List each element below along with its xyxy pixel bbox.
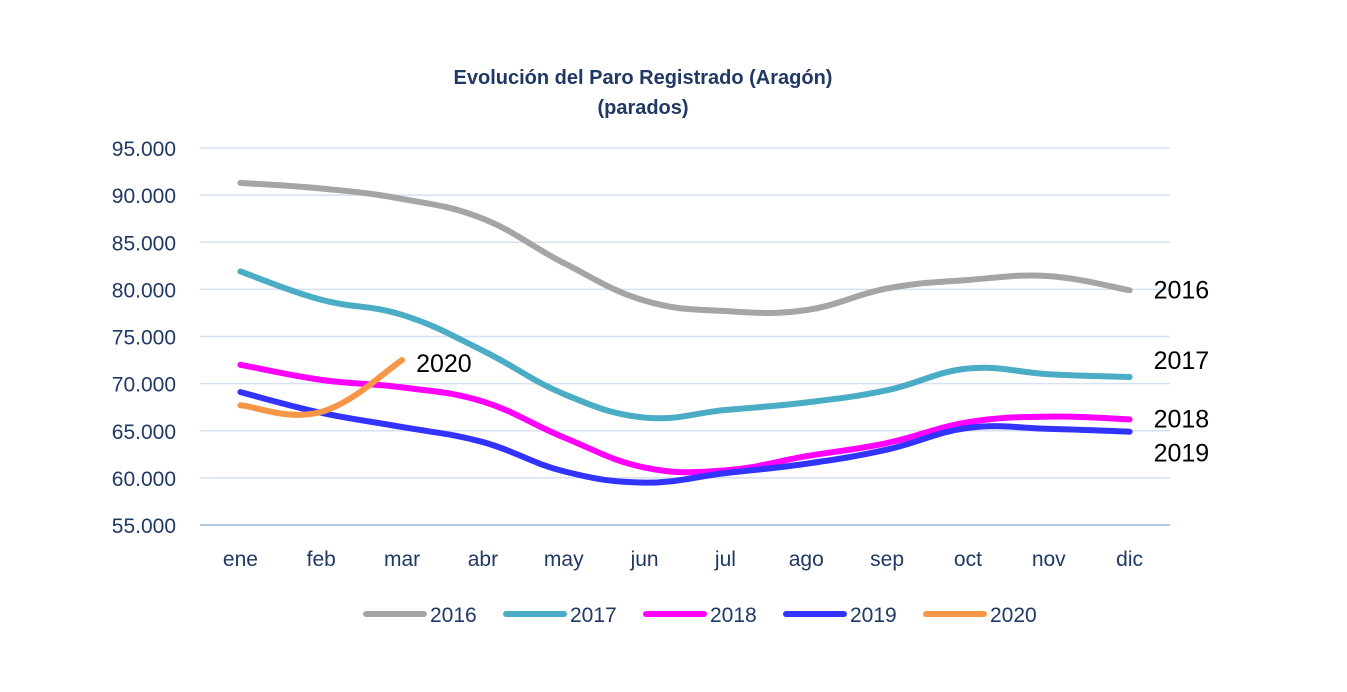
x-tick-label: ago bbox=[789, 548, 824, 571]
y-tick-label: 70.000 bbox=[112, 374, 176, 397]
y-tick-label: 75.000 bbox=[112, 327, 176, 350]
x-tick-label: sep bbox=[870, 548, 904, 571]
x-tick-label: ene bbox=[223, 548, 258, 571]
end-label-2017: 2017 bbox=[1154, 347, 1210, 375]
end-label-2020: 2020 bbox=[416, 350, 472, 378]
y-tick-label: 80.000 bbox=[112, 279, 176, 302]
y-tick-label: 55.000 bbox=[112, 515, 176, 538]
x-tick-label: may bbox=[544, 548, 584, 571]
legend-label-2019: 2019 bbox=[850, 604, 897, 627]
x-tick-label: feb bbox=[307, 548, 336, 571]
series-lines bbox=[237, 179, 1133, 486]
end-label-2016: 2016 bbox=[1154, 276, 1210, 304]
chart-title: Evolución del Paro Registrado (Aragón) bbox=[454, 67, 833, 89]
series-end-labels: 2016 2017 2018 2019 2020 bbox=[416, 276, 1209, 467]
x-tick-label: nov bbox=[1032, 548, 1066, 571]
legend-label-2016: 2016 bbox=[430, 604, 477, 627]
legend-label-2018: 2018 bbox=[710, 604, 757, 627]
y-tick-label: 95.000 bbox=[112, 138, 176, 161]
y-tick-label: 85.000 bbox=[112, 232, 176, 255]
legend-label-2020: 2020 bbox=[990, 604, 1037, 627]
series-line-2018 bbox=[237, 361, 1133, 476]
series-line-2016 bbox=[237, 179, 1133, 316]
x-axis-ticks: ene feb mar abr may jun jul ago sep oct nov dic bbox=[223, 548, 1143, 571]
chart-subtitle: (parados) bbox=[597, 97, 688, 119]
gridlines bbox=[200, 147, 1170, 526]
series-line-2017 bbox=[237, 268, 1133, 422]
y-tick-label: 90.000 bbox=[112, 185, 176, 208]
x-tick-label: dic bbox=[1116, 548, 1143, 571]
x-tick-label: jul bbox=[714, 548, 736, 571]
y-tick-label: 65.000 bbox=[112, 421, 176, 444]
x-tick-label: oct bbox=[954, 548, 982, 571]
legend: 2016 2017 2018 2019 2020 bbox=[363, 604, 1037, 627]
y-axis-ticks: 55.000 60.000 65.000 70.000 75.000 80.000 85.0… bbox=[112, 138, 176, 538]
y-tick-label: 60.000 bbox=[112, 468, 176, 491]
end-label-2019: 2019 bbox=[1154, 440, 1210, 468]
legend-label-2017: 2017 bbox=[570, 604, 617, 627]
series-line-2019 bbox=[237, 389, 1133, 486]
x-tick-label: abr bbox=[468, 548, 498, 571]
x-tick-label: mar bbox=[384, 548, 420, 571]
end-label-2018: 2018 bbox=[1154, 405, 1210, 433]
series-line-2020 bbox=[237, 357, 406, 418]
x-tick-label: jun bbox=[630, 548, 659, 571]
